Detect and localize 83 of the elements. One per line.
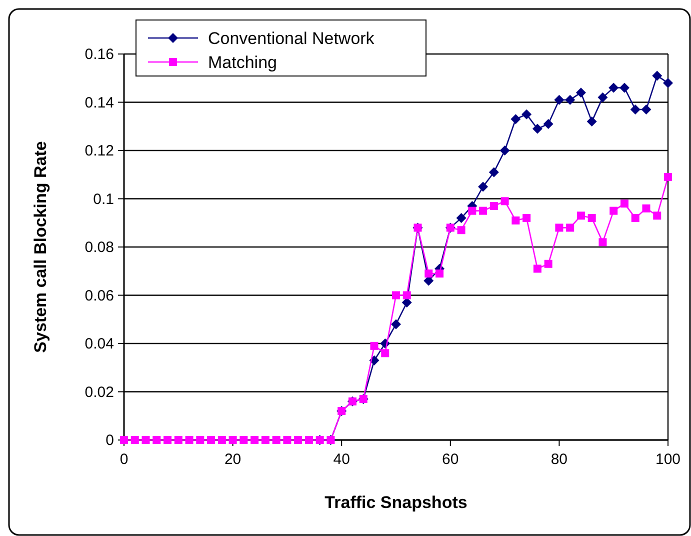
point: [652, 70, 662, 81]
y-tick-label: 0.08: [84, 239, 114, 256]
point: [490, 202, 498, 210]
point: [370, 342, 378, 350]
point: [510, 114, 521, 124]
point: [565, 94, 576, 105]
point: [586, 116, 597, 127]
point: [402, 291, 411, 300]
point: [250, 436, 259, 444]
point: [642, 204, 650, 212]
legend-label: Conventional Network: [208, 29, 375, 48]
y-tick-label: 0.14: [84, 94, 114, 112]
point: [120, 436, 128, 444]
point: [532, 124, 542, 134]
point: [576, 88, 586, 98]
point: [185, 436, 194, 444]
point: [522, 214, 531, 222]
point: [544, 260, 552, 268]
point: [152, 436, 161, 444]
point: [619, 82, 630, 93]
point: [533, 264, 542, 273]
x-tick-label: 100: [655, 451, 681, 468]
point: [424, 270, 433, 278]
point: [381, 349, 390, 358]
point: [500, 146, 510, 156]
point: [620, 200, 628, 208]
y-tick-label: 0: [106, 432, 114, 449]
point: [218, 436, 226, 444]
point: [554, 94, 564, 105]
point: [664, 173, 672, 182]
point: [610, 206, 618, 215]
x-tick-label: 60: [442, 451, 459, 468]
point: [488, 167, 499, 178]
point: [457, 226, 466, 234]
point: [283, 436, 292, 444]
point: [228, 436, 237, 444]
point: [500, 197, 509, 206]
point: [663, 78, 673, 88]
point: [522, 109, 532, 120]
point: [576, 212, 585, 220]
point: [174, 436, 182, 444]
point: [240, 436, 248, 444]
point: [479, 206, 488, 215]
point: [598, 92, 608, 102]
point: [164, 436, 172, 444]
y-tick-label: 0.02: [84, 384, 114, 401]
point: [631, 214, 640, 222]
point: [555, 224, 564, 232]
x-tick-label: 40: [333, 451, 350, 468]
point: [653, 212, 662, 220]
point: [196, 436, 204, 444]
point: [294, 436, 302, 444]
y-tick-label: 0.12: [84, 142, 114, 160]
point: [130, 436, 139, 444]
point: [608, 82, 619, 93]
point: [207, 436, 216, 444]
point: [272, 436, 280, 444]
y-tick-label: 0.04: [84, 336, 114, 352]
y-tick-label: 0.16: [84, 46, 114, 63]
point: [392, 291, 400, 300]
x-axis-title: Traffic Snapshots: [324, 493, 468, 512]
x-tick-label: 80: [550, 451, 568, 468]
point: [391, 319, 401, 330]
x-tick-label: 0: [120, 451, 128, 468]
point: [478, 182, 488, 192]
y-tick-label: 0.06: [84, 287, 114, 304]
point: [566, 224, 574, 232]
legend-label: Matching: [208, 53, 277, 72]
point: [436, 270, 444, 278]
point: [598, 238, 607, 246]
point: [304, 436, 313, 444]
point: [468, 206, 476, 215]
point: [142, 436, 150, 444]
point: [456, 213, 466, 224]
x-tick-label: 20: [224, 451, 242, 468]
point: [261, 436, 270, 444]
point: [543, 118, 554, 129]
point: [641, 104, 652, 114]
point: [630, 104, 640, 114]
point: [512, 216, 520, 224]
y-axis-title: System call Blocking Rate: [31, 141, 50, 353]
point: [588, 214, 596, 222]
y-tick-label: 0.1: [93, 190, 114, 208]
